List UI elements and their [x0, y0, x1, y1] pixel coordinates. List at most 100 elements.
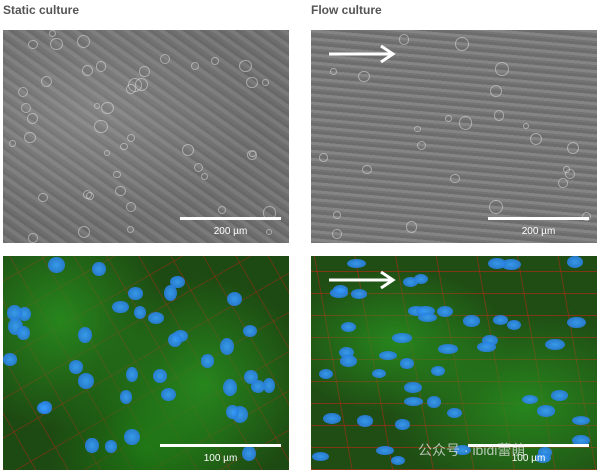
nucleus	[85, 437, 99, 454]
cell	[489, 84, 502, 97]
nucleus	[372, 369, 387, 379]
nucleus	[534, 452, 551, 463]
nucleus	[482, 335, 498, 347]
nucleus	[437, 344, 458, 354]
nucleus	[322, 413, 341, 425]
cell	[120, 142, 128, 151]
cell	[362, 164, 372, 174]
nucleus	[161, 388, 177, 402]
cell	[81, 64, 93, 77]
cell	[139, 66, 150, 77]
nucleus	[16, 326, 30, 340]
cell	[581, 211, 592, 222]
cell	[17, 87, 28, 98]
nucleus	[545, 338, 565, 350]
nucleus	[68, 360, 83, 374]
nucleus	[77, 326, 93, 344]
cell	[160, 53, 170, 64]
scale-bar	[160, 444, 281, 447]
nucleus	[163, 284, 178, 302]
scale-bar	[488, 217, 589, 220]
nucleus	[418, 312, 437, 322]
nucleus	[262, 377, 276, 394]
cell	[101, 101, 114, 114]
nucleus	[124, 428, 141, 446]
nucleus	[338, 346, 355, 358]
cell	[567, 141, 580, 155]
nucleus	[536, 405, 556, 417]
cell	[50, 37, 63, 51]
nucleus	[351, 289, 367, 299]
nucleus	[395, 419, 410, 430]
nucleus	[242, 445, 256, 461]
scale-bar	[468, 444, 589, 447]
cell	[127, 77, 142, 92]
nucleus	[222, 378, 237, 396]
nucleus	[37, 401, 52, 414]
nucleus	[127, 287, 143, 300]
static-phase-contrast-image: 200 µm	[3, 30, 289, 243]
nucleus	[6, 305, 23, 321]
cell	[455, 37, 469, 51]
nucleus	[501, 258, 521, 270]
scale-bar-label: 200 µm	[213, 226, 248, 237]
watermark: 公众号 · ibidi蕾萌	[418, 442, 526, 458]
nucleus	[339, 355, 357, 367]
nucleus	[92, 261, 107, 277]
nucleus	[426, 396, 441, 408]
static-fluorescence-image: 100 µm	[3, 256, 289, 470]
cell	[332, 229, 342, 239]
nucleus	[375, 445, 394, 456]
nucleus	[567, 316, 586, 328]
nucleus	[447, 407, 463, 418]
nucleus	[571, 415, 591, 425]
nucleus	[404, 382, 422, 393]
nucleus	[537, 446, 553, 458]
cell	[239, 59, 252, 73]
nucleus	[415, 305, 435, 316]
nucleus	[105, 440, 118, 454]
cell	[200, 173, 209, 181]
nucleus	[126, 366, 139, 383]
nucleus	[333, 284, 348, 295]
nucleus	[462, 315, 480, 327]
cell	[450, 174, 460, 184]
nucleus	[392, 333, 412, 343]
cell	[458, 116, 473, 130]
cell	[211, 57, 219, 65]
nucleus	[436, 306, 453, 318]
nucleus	[477, 342, 496, 353]
nucleus	[167, 332, 183, 348]
cell	[444, 115, 452, 122]
cell	[262, 78, 269, 86]
nucleus	[356, 415, 374, 427]
cell	[495, 61, 510, 76]
cell	[493, 110, 505, 121]
cell	[113, 170, 121, 179]
cell	[38, 192, 48, 203]
nucleus	[312, 451, 330, 462]
nucleus	[226, 404, 239, 419]
cell	[77, 226, 90, 238]
scale-bar	[180, 217, 281, 220]
nucleus	[430, 365, 445, 377]
nucleus	[347, 258, 367, 268]
cell	[191, 62, 200, 71]
nucleus	[453, 444, 471, 456]
cell	[522, 122, 529, 129]
nucleus	[200, 354, 215, 368]
nucleus	[318, 368, 334, 380]
nucleus	[242, 324, 258, 338]
cell	[558, 177, 568, 188]
cell	[217, 205, 226, 215]
cell	[530, 132, 543, 145]
cell	[103, 150, 110, 157]
scale-bar-label: 100 µm	[511, 453, 546, 464]
cell	[332, 210, 342, 220]
cell	[41, 75, 53, 88]
scale-bar-label: 100 µm	[203, 453, 238, 464]
flow-phase-contrast-image: 200 µm	[311, 30, 597, 243]
cell	[182, 143, 195, 156]
cell	[8, 140, 16, 147]
nucleus	[413, 274, 429, 285]
